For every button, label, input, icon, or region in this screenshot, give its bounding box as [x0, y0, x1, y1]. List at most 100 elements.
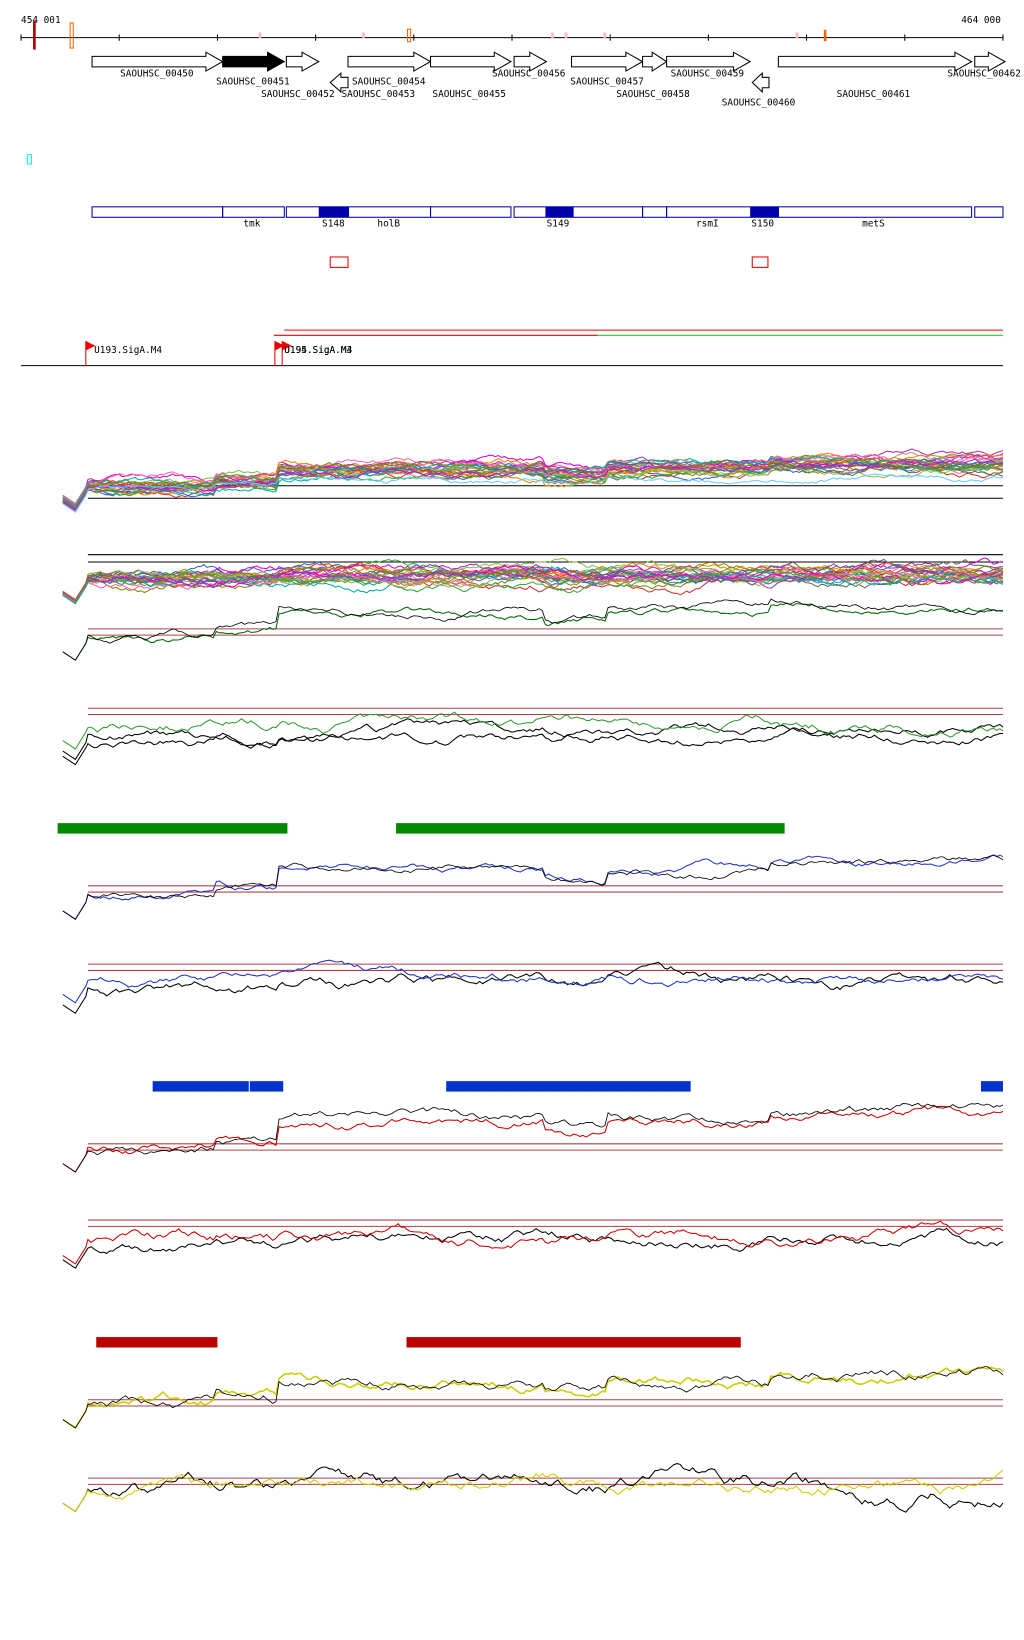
gene-label: SAOUHSC_00450 [120, 68, 194, 79]
signal-trace [62, 473, 1004, 513]
signal-trace [62, 561, 1004, 605]
signal-trace [62, 602, 1003, 661]
feature-block [318, 206, 350, 218]
gene-arrow [777, 51, 973, 72]
gene-label: SAOUHSC_00457 [570, 77, 644, 88]
signal-trace [62, 1469, 1004, 1513]
feature-box [642, 206, 668, 218]
ruler-mark [258, 32, 262, 39]
feature-label: metS [862, 219, 885, 230]
gene-label: SAOUHSC_00452 [261, 89, 334, 100]
feature-label: tmk [243, 219, 260, 230]
signal-trace [62, 854, 1004, 920]
tss-flag [85, 340, 96, 366]
gene-arrow [347, 51, 432, 72]
gene-label: SAOUHSC_00461 [837, 89, 911, 100]
gene-arrow [91, 51, 224, 72]
signal-trace [62, 453, 1004, 509]
feature-label: S148 [322, 219, 345, 230]
ruler-mark [33, 21, 36, 50]
signal-trace [62, 727, 1003, 766]
gene-arrow [285, 51, 320, 72]
gene-arrow [430, 51, 513, 72]
signal-trace [62, 458, 1004, 512]
feature-box [222, 206, 285, 218]
region-bar [96, 1337, 218, 1348]
region-bar [152, 1081, 249, 1092]
ruler-mark [795, 32, 799, 39]
gene-label: SAOUHSC_00453 [342, 89, 416, 100]
ruler-mark [69, 22, 74, 49]
region-bar [396, 823, 785, 834]
feature-box [974, 206, 1004, 218]
ruler-mark [407, 28, 412, 43]
ruler-mark [362, 32, 365, 39]
signal-trace [62, 567, 1004, 603]
region-bar [249, 1081, 284, 1092]
gene-arrow [751, 71, 770, 94]
feature-box [777, 206, 973, 218]
signal-trace [62, 961, 1004, 1014]
gene-label: SAOUHSC_00456 [492, 68, 566, 79]
feature-block [545, 206, 574, 218]
region-bar [406, 1337, 741, 1348]
marker [26, 154, 33, 165]
feature-label: S149 [547, 219, 570, 230]
signal-trace [62, 453, 1004, 506]
signal-trace [62, 1220, 1004, 1265]
signal-trace [62, 1366, 1004, 1429]
gene-arrow [222, 51, 286, 72]
signal-trace [62, 711, 1004, 750]
ruler-mark [564, 32, 568, 39]
signal-trace [62, 455, 1003, 507]
signal-trace [62, 718, 1004, 761]
feature-label: S150 [751, 219, 774, 230]
gene-arrow [642, 51, 668, 72]
gene-label: SAOUHSC_00459 [671, 68, 745, 79]
signal-trace [62, 1102, 1004, 1173]
gene-arrow [666, 51, 752, 72]
tss-flag [274, 340, 285, 366]
gene-arrow [571, 51, 644, 72]
signal-trace [62, 1366, 1004, 1430]
region-bar [981, 1081, 1003, 1092]
signal-trace [62, 598, 1003, 661]
feature-box [285, 206, 432, 218]
tss-label: U194.SigA.M4 [284, 345, 352, 356]
feature-box [513, 206, 644, 218]
ruler-mark [603, 32, 607, 39]
marker [751, 256, 769, 268]
ruler-start: 454 001 [21, 15, 61, 26]
ruler-mark [551, 32, 554, 39]
signal-trace [62, 558, 1003, 602]
gene-arrow [974, 51, 1007, 72]
region-bar [57, 823, 288, 834]
marker [329, 256, 349, 268]
gene-arrow [513, 51, 548, 72]
signal-trace [62, 557, 1004, 601]
gene-label: SAOUHSC_00451 [216, 77, 290, 88]
signal-trace [62, 959, 1004, 1004]
signal-trace [62, 568, 1004, 605]
signal-trace [62, 1463, 1004, 1513]
ruler-end: 464 000 [961, 15, 1001, 26]
feature-block [750, 206, 779, 218]
signal-trace [62, 565, 1004, 601]
signal-trace [62, 457, 1004, 509]
gene-arrow [329, 71, 349, 94]
feature-label: holB [377, 219, 400, 230]
signal-trace [62, 463, 1003, 511]
feature-box [91, 206, 224, 218]
gene-label: SAOUHSC_00458 [616, 89, 690, 100]
gene-label: SAOUHSC_00462 [947, 68, 1020, 79]
tss-label: U195.SigA.M3 [284, 345, 352, 356]
feature-label: rsmI [696, 219, 719, 230]
signal-trace [62, 1227, 1004, 1269]
signal-trace [62, 854, 1004, 920]
gene-label: SAOUHSC_00455 [432, 89, 506, 100]
region-bar [446, 1081, 691, 1092]
tss-label: U193.SigA.M4 [94, 345, 162, 356]
signal-trace [62, 463, 1004, 512]
signal-trace [62, 1105, 1004, 1173]
